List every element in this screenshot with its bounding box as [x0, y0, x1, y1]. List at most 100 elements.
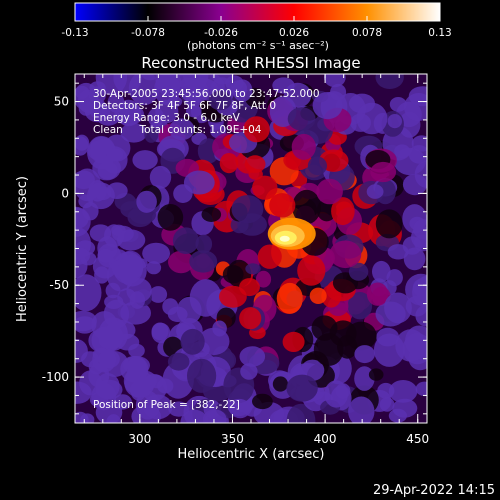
heatmap-blob — [388, 380, 418, 403]
y-axis-label: Heliocentric Y (arcsec) — [15, 176, 30, 322]
heatmap-blob — [128, 74, 160, 106]
heatmap-blob — [186, 104, 202, 118]
heatmap-blob — [366, 282, 389, 306]
heatmap-blob — [106, 182, 128, 199]
heatmap-blob — [287, 107, 316, 131]
colorbar-gradient — [74, 2, 441, 22]
x-tick-label: 350 — [221, 432, 244, 446]
heatmap-blob — [127, 356, 147, 378]
heatmap-blob — [323, 74, 346, 88]
heatmap-blob — [82, 202, 99, 221]
heatmap-blob — [416, 290, 427, 306]
heatmap-blob — [180, 328, 205, 355]
heatmap-blob — [149, 374, 165, 389]
heatmap-blob — [411, 226, 427, 249]
heatmap-blob — [132, 150, 158, 170]
heatmap-blob — [95, 74, 128, 96]
heatmap-blob — [245, 263, 261, 275]
heatmap-blob — [131, 404, 161, 423]
heatmap-blob — [243, 116, 270, 143]
heatmap-blob — [75, 411, 89, 423]
heatmap-blob — [117, 254, 147, 287]
y-tick-label: -50 — [49, 278, 69, 292]
heatmap-blob — [366, 184, 384, 199]
heatmap-blob — [291, 133, 316, 160]
heatmap-blob — [162, 298, 179, 315]
heatmap-blob — [387, 244, 409, 260]
x-axis-label: Heliocentric X (arcsec) — [178, 447, 325, 462]
heatmap-blob — [212, 320, 227, 337]
heatmap-blob — [149, 165, 172, 189]
heatmap-blob — [312, 92, 343, 120]
heatmap-blob — [286, 374, 318, 402]
heatmap-blob — [136, 190, 157, 213]
heatmap-peak-core — [279, 235, 290, 242]
heatmap-blob — [415, 381, 427, 397]
heatmap-blob — [169, 118, 195, 141]
heatmap-blob — [219, 153, 239, 174]
heatmap-blob — [276, 282, 303, 314]
peak-position-label: Position of Peak = [382,-22] — [93, 399, 240, 411]
heatmap-blob — [324, 380, 349, 408]
heatmap-blob — [75, 381, 92, 404]
annotation-block: 30-Apr-2005 23:45:56.000 to 23:47:52.000… — [93, 88, 320, 136]
heatmap-blob — [189, 250, 218, 273]
colorbar: -0.13 -0.078 -0.026 0.026 0.078 0.13 (photons… — [61, 2, 452, 52]
heatmap-blob — [167, 352, 190, 371]
heatmap-blob — [257, 244, 282, 269]
heatmap-blob — [208, 90, 232, 111]
colorbar-tick-label: -0.078 — [131, 27, 165, 39]
heatmap-blob — [345, 321, 377, 351]
colorbar-ticks: -0.13 -0.078 -0.026 0.026 0.078 0.13 — [61, 16, 452, 39]
heatmap-blob — [269, 193, 296, 218]
heatmap-blob — [239, 307, 262, 330]
heatmap-blob — [313, 333, 344, 366]
heatmap-blob — [183, 170, 215, 195]
annotation-clean-counts: Clean Total counts: 1.09E+04 — [93, 124, 262, 136]
heatmap-blob — [75, 316, 97, 334]
heatmap-blob — [408, 86, 427, 107]
colorbar-tick-label: -0.026 — [204, 27, 238, 39]
annotation-energy-range: Energy Range: 3.0 - 6.0 keV — [93, 112, 241, 124]
heatmap-blob — [252, 175, 278, 200]
heatmap-blob — [402, 174, 427, 196]
heatmap-blob — [116, 229, 146, 251]
heatmap-blob — [116, 99, 142, 127]
heatmap-blob — [75, 136, 89, 156]
heatmap-blob — [239, 346, 266, 367]
y-tick-label: 0 — [61, 186, 69, 200]
heatmap-blob — [151, 322, 169, 341]
colorbar-tick-label: 0.078 — [352, 27, 382, 39]
heatmap-blob — [395, 329, 427, 362]
heatmap-blob — [370, 161, 397, 183]
heatmap-blob — [329, 240, 362, 269]
heatmap-blob — [75, 274, 102, 312]
colorbar-tick-label: 0.13 — [428, 27, 451, 39]
heatmap-blob — [307, 156, 327, 176]
x-tick-label: 400 — [314, 432, 337, 446]
heatmap-blob — [347, 292, 373, 320]
heatmap-blob — [374, 179, 396, 205]
heatmap-blob — [201, 207, 222, 222]
colorbar-units-label: (photons cm⁻² s⁻¹ asec⁻²) — [187, 39, 329, 52]
heatmap-blob — [297, 255, 326, 286]
heatmap-blob — [92, 347, 116, 373]
heatmap-blob — [155, 74, 182, 92]
heatmap-blob — [252, 393, 273, 410]
heatmap-blob — [272, 77, 295, 94]
heatmap-blob — [356, 102, 388, 135]
heatmap-blob — [368, 368, 384, 381]
heatmap-blob — [155, 99, 179, 124]
heatmap-blob — [331, 197, 355, 226]
heatmap-blob — [128, 343, 145, 358]
heatmap-blob — [232, 79, 253, 102]
heatmap-blob — [146, 261, 162, 275]
heatmap-blob — [89, 99, 108, 119]
heatmap-blob — [180, 409, 209, 423]
heatmap-blob — [316, 178, 343, 205]
heatmap-blob — [195, 234, 213, 254]
heatmap-blob — [244, 155, 266, 173]
heatmap-blob — [354, 345, 376, 364]
y-tick-label: 50 — [54, 95, 69, 109]
heatmap-blob — [168, 250, 194, 274]
